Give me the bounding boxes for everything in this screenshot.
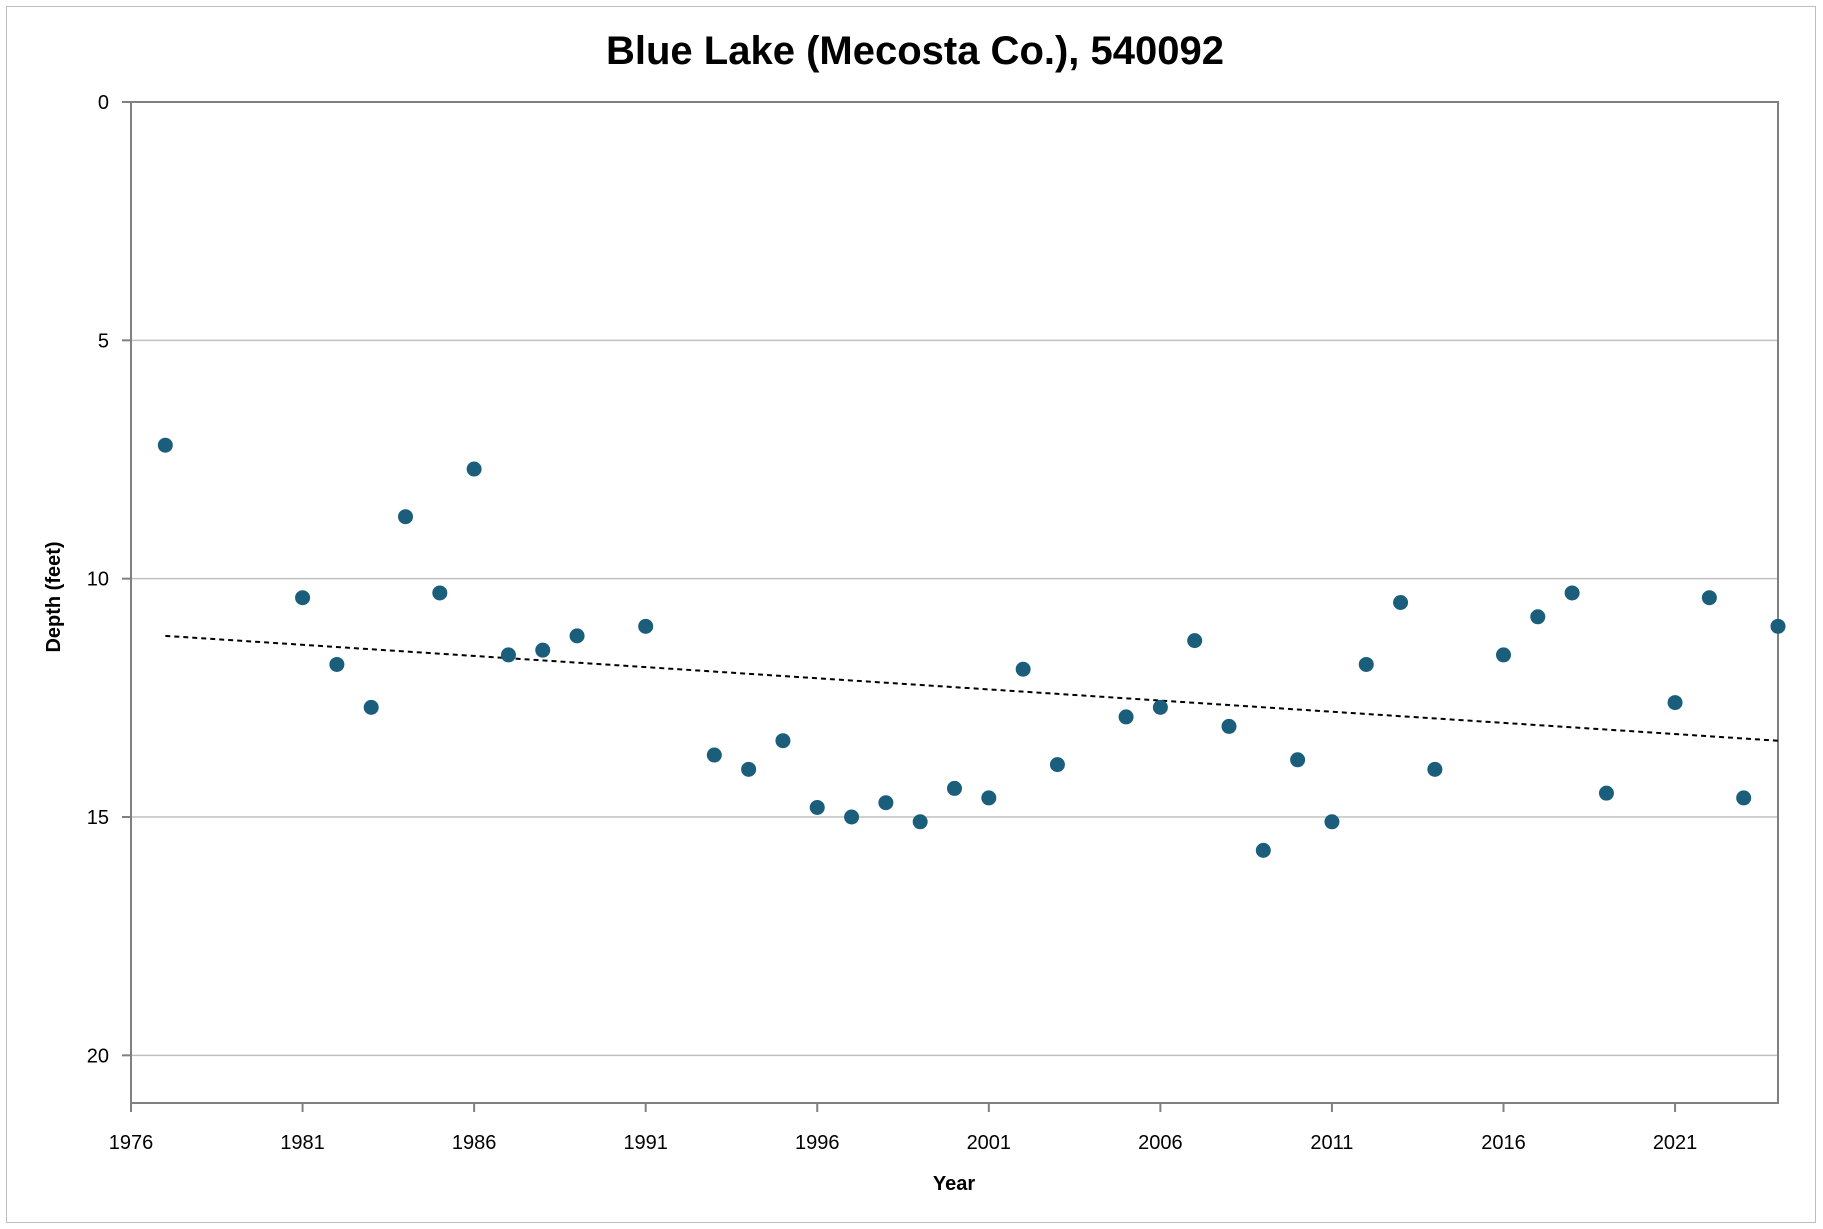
chart-frame: Blue Lake (Mecosta Co.), 540092 0 5 10 15 20… <box>6 6 1816 1223</box>
axis-ticks: 0 5 10 15 20 1976 1981 1986 1991 1996 2001 2006 2011… <box>87 92 1698 1154</box>
x-tick-label: 1981 <box>280 1132 325 1154</box>
data-point <box>741 761 757 777</box>
data-point <box>1393 595 1409 610</box>
data-point <box>1015 661 1031 677</box>
data-point <box>1530 609 1546 625</box>
y-tick-label: 15 <box>87 807 109 829</box>
y-tick-label: 10 <box>87 569 109 591</box>
data-point <box>1049 757 1065 773</box>
data-point <box>1701 590 1717 606</box>
data-point <box>295 590 311 606</box>
x-tick-label: 1986 <box>452 1132 497 1154</box>
data-point <box>981 790 997 806</box>
trendline-layer <box>165 634 1779 742</box>
data-point <box>157 437 173 453</box>
trendline <box>165 634 1779 742</box>
data-point <box>775 733 791 749</box>
gridlines <box>131 339 1778 1057</box>
chart-title: Blue Lake (Mecosta Co.), 540092 <box>606 29 1224 73</box>
data-points <box>157 437 1786 858</box>
x-tick-label: 1991 <box>623 1132 668 1154</box>
x-tick-label: 2001 <box>967 1132 1012 1154</box>
data-point <box>1770 618 1786 634</box>
depth-scatter-chart: Blue Lake (Mecosta Co.), 540092 0 5 10 15 20… <box>43 29 1786 1195</box>
x-tick-label: 2016 <box>1481 1132 1526 1154</box>
data-point <box>912 814 928 830</box>
data-point <box>1118 709 1134 725</box>
data-point <box>1187 633 1203 649</box>
data-point <box>706 747 722 763</box>
data-point <box>432 585 448 601</box>
data-point <box>569 628 585 644</box>
data-point <box>500 647 516 663</box>
x-tick-label: 2011 <box>1310 1132 1353 1154</box>
data-point <box>1152 699 1168 715</box>
data-point <box>1427 761 1443 777</box>
data-point <box>1358 656 1374 672</box>
data-point <box>1255 842 1271 858</box>
data-point <box>1564 585 1580 601</box>
data-point <box>1290 752 1306 768</box>
data-point <box>535 642 551 658</box>
data-point <box>638 618 654 634</box>
data-point <box>466 461 482 477</box>
plot-area <box>130 101 1779 1104</box>
y-tick-label: 5 <box>98 330 109 352</box>
data-point <box>947 780 962 796</box>
x-axis-title: Year <box>933 1173 975 1195</box>
x-tick-label: 2021 <box>1653 1132 1698 1154</box>
y-axis-title: Depth (feet) <box>43 541 65 652</box>
data-point <box>398 509 413 525</box>
data-point <box>809 799 825 815</box>
data-point <box>1324 814 1340 830</box>
data-point <box>844 809 860 825</box>
data-point <box>329 656 345 672</box>
data-point <box>1221 718 1237 734</box>
data-point <box>878 795 894 811</box>
data-point <box>1598 785 1614 801</box>
data-point <box>1736 790 1752 806</box>
x-tick-label: 1996 <box>795 1132 840 1154</box>
y-tick-label: 20 <box>87 1045 109 1067</box>
y-tick-label: 0 <box>98 92 109 114</box>
data-point <box>1667 695 1683 711</box>
x-tick-label: 2006 <box>1138 1132 1183 1154</box>
data-point <box>1496 647 1511 663</box>
data-point <box>363 699 379 715</box>
x-tick-label: 1976 <box>109 1132 154 1154</box>
